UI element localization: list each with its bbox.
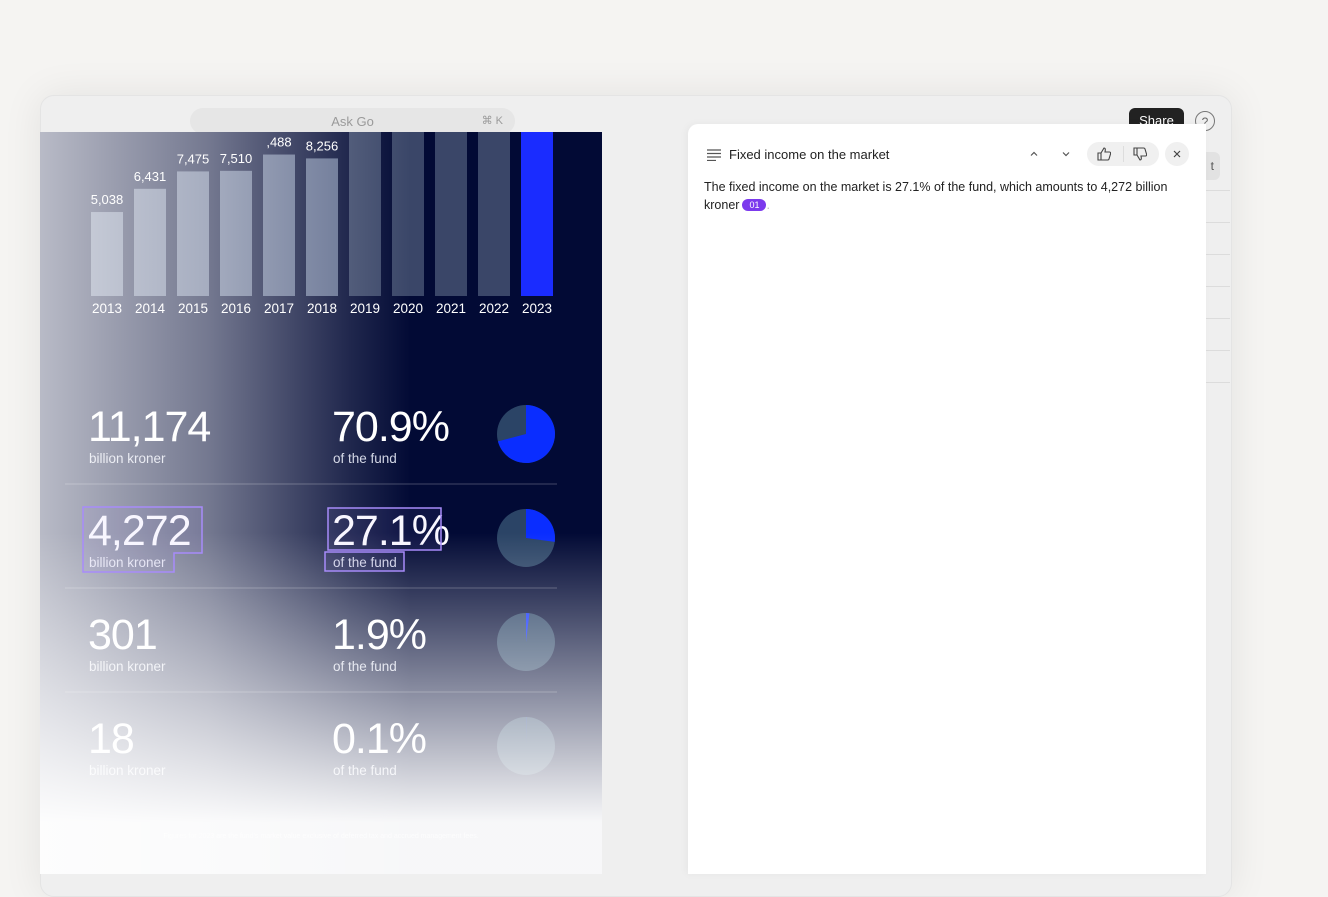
answer-panel: Fixed income on the market The fixed inc… — [688, 124, 1206, 874]
share: 1.9% — [332, 611, 426, 659]
x-tick-label: 2022 — [479, 301, 509, 316]
bar — [478, 132, 510, 296]
pie-wedge — [526, 509, 555, 542]
highlight-box — [325, 552, 404, 571]
next-button[interactable] — [1054, 142, 1078, 166]
amount: 301 — [88, 611, 157, 659]
share-caption: of the fund — [333, 659, 397, 674]
divider — [1206, 190, 1230, 191]
divider — [1206, 254, 1230, 255]
share: 0.1% — [332, 715, 426, 763]
lines-icon — [707, 149, 721, 161]
search-bar[interactable]: Ask Go ⌘ K — [190, 108, 515, 134]
highlights — [40, 132, 460, 592]
share-caption: of the fund — [333, 763, 397, 778]
highlight-box — [328, 508, 441, 550]
bar — [521, 132, 553, 296]
thumbs-down[interactable] — [1133, 147, 1147, 161]
highlight-box — [83, 507, 202, 572]
citation-badge[interactable]: 01 — [742, 199, 766, 211]
amount-caption: billion kroner — [89, 763, 166, 778]
separator — [1123, 146, 1124, 162]
divider — [1206, 318, 1230, 319]
previous-button[interactable] — [1022, 142, 1046, 166]
answer-body: The fixed income on the market is 27.1% … — [704, 180, 1167, 212]
footnote: Figures for 2023 are the fund's market v… — [163, 833, 478, 840]
amount-caption: billion kroner — [89, 659, 166, 674]
panel-title: Fixed income on the market — [729, 147, 889, 162]
amount: 18 — [88, 715, 134, 763]
divider — [1206, 286, 1230, 287]
answer-text: The fixed income on the market is 27.1% … — [704, 178, 1192, 214]
search-placeholder: Ask Go — [190, 114, 515, 129]
close-button[interactable] — [1165, 142, 1189, 166]
divider — [1206, 382, 1230, 383]
feedback-group — [1087, 142, 1159, 166]
page: Fixed income on the market { "toolbar": … — [0, 0, 1328, 874]
x-tick-label: 2023 — [522, 301, 552, 316]
thumbs-up[interactable] — [1097, 147, 1111, 161]
divider — [1206, 222, 1230, 223]
shortcut-hint: ⌘ K — [482, 114, 503, 127]
divider — [1206, 350, 1230, 351]
answer-end: . — [766, 198, 769, 212]
